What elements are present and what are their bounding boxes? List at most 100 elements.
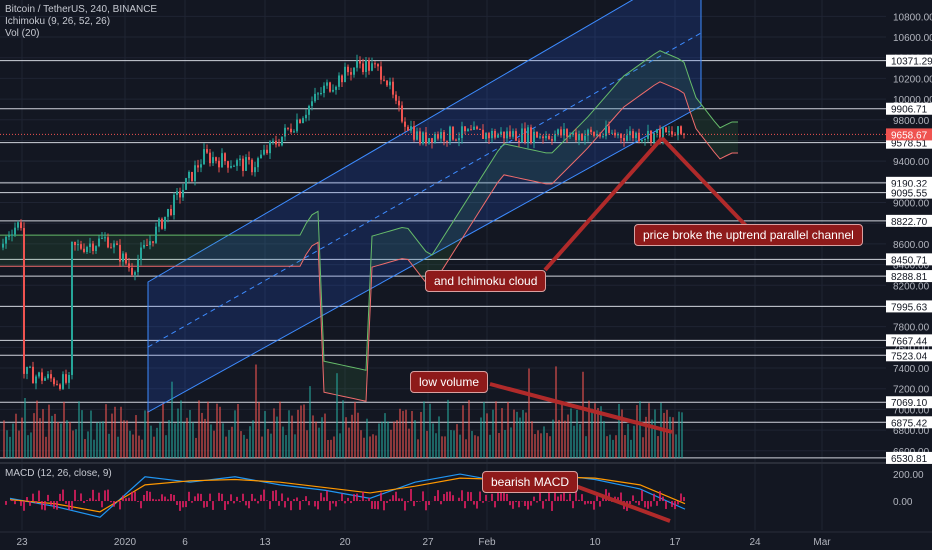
macd-histogram-bar	[482, 501, 484, 503]
volume-bar	[423, 401, 425, 458]
volume-bar	[336, 373, 338, 458]
candle-body	[305, 114, 307, 119]
candle-body	[470, 129, 472, 131]
volume-bar	[69, 421, 71, 458]
level-tag	[886, 349, 932, 362]
macd-histogram-bar	[74, 489, 76, 502]
candle-body	[671, 131, 673, 135]
candle-body	[176, 191, 178, 195]
candle-body	[41, 372, 43, 381]
level-label: 8288.81	[891, 272, 928, 283]
candle-body	[638, 132, 640, 142]
macd-histogram-bar	[374, 501, 376, 509]
volume-legend[interactable]: Vol (20)	[5, 28, 40, 39]
candle-body	[197, 165, 199, 168]
annotation-low-volume: low volume	[410, 371, 489, 393]
volume-bar	[654, 409, 656, 458]
time-axis[interactable]: 23 2020 6 13 20 27 Feb 10 17 24 Mar	[0, 531, 932, 548]
candle-body	[335, 86, 337, 90]
candle-body	[257, 158, 259, 168]
volume-bar	[66, 420, 68, 458]
volume-bar	[465, 439, 467, 458]
macd-histogram-bar	[449, 491, 451, 502]
volume-bar	[636, 405, 638, 458]
candle-body	[365, 60, 367, 73]
candle-body	[515, 131, 517, 141]
x-tick-label: Feb	[478, 537, 496, 548]
candle-body	[620, 133, 622, 138]
volume-bar	[243, 434, 245, 458]
macd-histogram-bar	[560, 494, 562, 502]
candle-body	[86, 247, 88, 253]
macd-histogram-bar	[581, 494, 583, 502]
macd-legend[interactable]: MACD (12, 26, close, 9)	[5, 468, 112, 479]
macd-histogram-bar	[617, 497, 619, 502]
macd-histogram-bar	[158, 499, 160, 502]
macd-histogram-bar	[266, 500, 268, 502]
volume-bar	[36, 400, 38, 458]
level-label: 8822.70	[891, 217, 928, 228]
ichimoku-legend[interactable]: Ichimoku (9, 26, 52, 26)	[5, 16, 111, 27]
macd-series-0	[9, 473, 686, 518]
macd-histogram-bar	[569, 493, 571, 502]
macd-histogram-bar	[113, 501, 115, 507]
x-tick-label: 13	[259, 537, 271, 548]
y-tick-label: 8400.00	[893, 261, 930, 272]
candle-body	[659, 129, 661, 141]
candle-body	[548, 135, 550, 139]
volume-bar	[252, 420, 254, 458]
macd-histogram-bar	[254, 498, 256, 502]
arrow-channel	[660, 136, 752, 232]
volume-bar	[393, 421, 395, 458]
macd-histogram-bar	[422, 491, 424, 502]
price-axis[interactable]: 6600.006800.007000.007200.007400.007600.…	[0, 12, 932, 465]
volume-bar	[192, 422, 194, 458]
macd-histogram-bar	[575, 490, 577, 502]
volume-bar	[369, 436, 371, 458]
macd-histogram-bar	[491, 493, 493, 502]
candle-body	[53, 378, 55, 385]
macd-histogram-bar	[53, 501, 55, 509]
macd-histogram-bar	[176, 501, 178, 506]
volume-bar	[360, 430, 362, 458]
macd-histogram-bar	[122, 495, 124, 502]
macd-histogram-bar	[599, 501, 601, 507]
volume-bar	[216, 403, 218, 458]
candle-body	[77, 244, 79, 246]
volume-bar	[189, 409, 191, 458]
candle-body	[668, 131, 670, 133]
candle-body	[392, 81, 394, 95]
volume-bar	[324, 413, 326, 458]
macd-pane: 200.00 0.00	[0, 462, 932, 518]
candle-body	[344, 66, 346, 83]
candle-body	[539, 136, 541, 138]
volume-bar	[93, 439, 95, 458]
volume-bar	[441, 436, 443, 458]
volume-bar	[162, 403, 164, 458]
volume-bar	[201, 412, 203, 458]
macd-histogram-bar	[386, 501, 388, 503]
macd-histogram-bar	[605, 489, 607, 502]
volume-bar	[291, 415, 293, 458]
macd-histogram-bar	[80, 493, 82, 502]
candle-body	[209, 152, 211, 164]
volume-bar	[357, 412, 359, 458]
macd-histogram-bar	[314, 501, 316, 507]
candle-body	[545, 135, 547, 139]
macd-histogram-bar	[437, 490, 439, 502]
level-tag	[886, 300, 932, 313]
macd-histogram-bar	[359, 500, 361, 502]
macd-histogram-bar	[5, 501, 7, 505]
candle-body	[488, 133, 490, 139]
macd-histogram-bar	[590, 501, 592, 505]
candle-body	[194, 165, 196, 182]
volume-bar	[96, 422, 98, 458]
candle-body	[164, 216, 166, 229]
volume-bar	[318, 427, 320, 458]
volume-bar	[282, 426, 284, 458]
volume-bar	[3, 420, 5, 458]
candle-body	[380, 66, 382, 80]
symbol-title[interactable]: Bitcoin / TetherUS, 240, BINANCE	[5, 4, 158, 15]
candle-body	[485, 133, 487, 139]
